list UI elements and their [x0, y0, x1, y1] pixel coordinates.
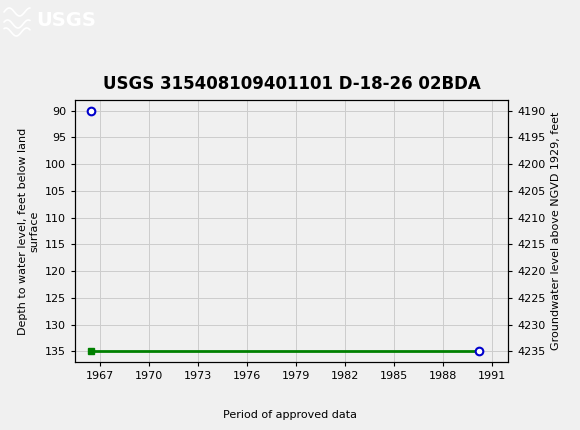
Title: USGS 315408109401101 D-18-26 02BDA: USGS 315408109401101 D-18-26 02BDA — [103, 75, 480, 93]
Y-axis label: Depth to water level, feet below land
surface: Depth to water level, feet below land su… — [18, 127, 39, 335]
Text: USGS: USGS — [36, 10, 96, 30]
Y-axis label: Groundwater level above NGVD 1929, feet: Groundwater level above NGVD 1929, feet — [551, 112, 561, 350]
Text: Period of approved data: Period of approved data — [223, 410, 357, 420]
